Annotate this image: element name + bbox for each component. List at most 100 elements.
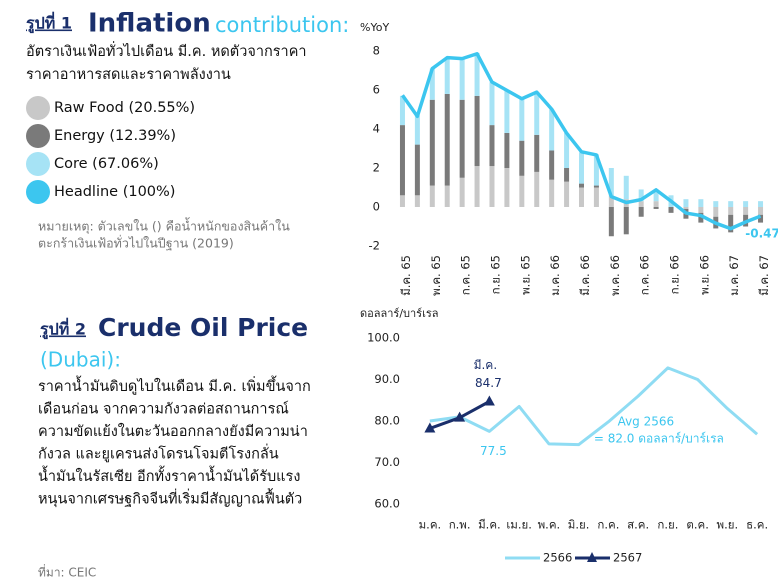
bar-segment <box>564 168 570 182</box>
bar-segment <box>683 207 689 209</box>
y-tick-label: 100.0 <box>367 331 400 345</box>
y-tick-label: -2 <box>369 239 380 253</box>
bar-segment <box>474 95 480 167</box>
x-tick-label: ก.ย. <box>657 518 678 532</box>
headline-line <box>401 51 762 231</box>
bar-segment <box>758 214 764 223</box>
x-tick-label: พ.ค. 66 <box>608 255 622 296</box>
y-tick-label: 6 <box>373 83 380 97</box>
bar-segment <box>549 109 555 151</box>
x-tick-label: ต.ค. <box>686 518 708 532</box>
bar-segment <box>653 189 659 202</box>
chart-title: Crude Oil Price <box>98 313 308 342</box>
y-tick-label: 90.0 <box>374 372 400 386</box>
description: ราคาอาหารสดและราคาพลังงาน <box>26 67 231 83</box>
legend-label: Energy (12.39%) <box>54 128 176 144</box>
x-tick-label: ก.ค. <box>597 518 619 532</box>
bar-segment <box>534 91 540 135</box>
x-tick-label: ก.ค. 65 <box>459 255 473 295</box>
x-tick-label: เม.ย. <box>506 518 532 532</box>
description: อัตราเงินเฟ้อทั่วไปเดือน มี.ค. หดตัวจากร… <box>26 41 307 60</box>
bar-segment <box>474 52 480 96</box>
chart-title: Inflation <box>88 9 211 39</box>
bar-segment <box>593 154 599 186</box>
bar-segment <box>758 201 764 207</box>
bar-segment <box>593 187 599 207</box>
bar-segment <box>564 181 570 207</box>
bar-segment <box>728 214 734 233</box>
x-tick-label: มี.ค. 67 <box>757 255 771 296</box>
y-tick-label: 80.0 <box>374 414 400 428</box>
legend-marker <box>26 152 50 176</box>
bar-segment <box>713 207 719 217</box>
point-marker <box>424 422 436 433</box>
x-tick-label: พ.ค. 65 <box>429 255 443 296</box>
bar-segment <box>758 207 764 215</box>
description: ราคาน้ำมันดิบดูไบในเดือน มี.ค. เพิ่มขึ้น… <box>38 375 311 395</box>
annotation: = 82.0 ดอลลาร์/บาร์เรล <box>594 432 724 446</box>
bar-segment <box>504 90 510 133</box>
bar-segment <box>698 212 704 223</box>
bar-segment <box>504 168 510 207</box>
bar-segment <box>444 93 450 186</box>
description: กังวล และยูเครนส่งโดรนโจมตีโรงกลั่น <box>38 444 279 463</box>
bar-segment <box>519 97 525 141</box>
bar-segment <box>429 68 435 100</box>
x-tick-label: พ.ย. 65 <box>518 255 532 295</box>
bar-segment <box>653 207 659 209</box>
legend-label: Core (67.06%) <box>54 156 159 172</box>
figure-label: รูปที่ 2 <box>40 318 86 341</box>
bar-segment <box>399 195 405 207</box>
figure-label: รูปที่ 1 <box>26 12 72 35</box>
legend-marker <box>26 124 50 148</box>
legend-label: 2567 <box>613 551 642 565</box>
bar-segment <box>399 95 405 126</box>
x-tick-label: ธ.ค. <box>746 518 768 532</box>
x-tick-label: ก.ค. 66 <box>638 255 652 295</box>
x-tick-label: มี.ค. 65 <box>399 255 413 296</box>
chart-title-suffix: (Dubai): <box>40 348 121 372</box>
y-axis-label: ดอลลาร์/บาร์เรล <box>360 307 439 320</box>
bar-segment <box>638 189 644 202</box>
bar-segment <box>399 125 405 196</box>
x-tick-label: มิ.ย. <box>568 518 590 532</box>
description: น้ำมันในรัสเซีย อีกทั้งราคาน้ำมันได้รับแ… <box>38 465 300 485</box>
bar-segment <box>429 99 435 186</box>
bar-segment <box>534 171 540 207</box>
bar-segment <box>414 195 420 207</box>
bar-segment <box>459 99 465 178</box>
bar-segment <box>549 150 555 180</box>
bar-segment <box>489 166 495 207</box>
bar-segment <box>474 166 480 207</box>
bar-segment <box>623 175 629 200</box>
x-tick-label: พ.ค. <box>538 518 561 532</box>
bar-segment <box>593 185 599 188</box>
bar-segment <box>668 207 674 213</box>
legend-marker <box>26 96 50 120</box>
bar-segment <box>489 82 495 126</box>
bar-segment <box>608 207 614 237</box>
note: หมายเหตุ: ตัวเลขใน () คือน้ำหนักของสินค้… <box>38 217 290 235</box>
bar-segment <box>579 187 584 207</box>
bar-segment <box>698 207 704 213</box>
data-label: 77.5 <box>480 444 507 458</box>
legend-marker <box>587 552 597 562</box>
bar-segment <box>504 132 510 168</box>
source: ที่มา: CEIC <box>38 564 96 580</box>
y-tick-label: 4 <box>373 122 380 136</box>
series-line <box>429 366 759 447</box>
bar-segment <box>579 152 584 184</box>
bar-segment <box>623 207 629 235</box>
description: เดือนก่อน จากความกังวลต่อสถานการณ์ <box>38 401 289 418</box>
bar-segment <box>564 132 570 168</box>
bar-segment <box>519 140 525 176</box>
bar-segment <box>638 207 644 217</box>
bar-segment <box>608 168 614 196</box>
bar-segment <box>534 134 540 172</box>
bar-segment <box>713 201 719 207</box>
bar-segment <box>429 185 435 207</box>
bar-segment <box>698 199 704 207</box>
bar-segment <box>579 183 584 188</box>
bar-segment <box>743 207 749 215</box>
